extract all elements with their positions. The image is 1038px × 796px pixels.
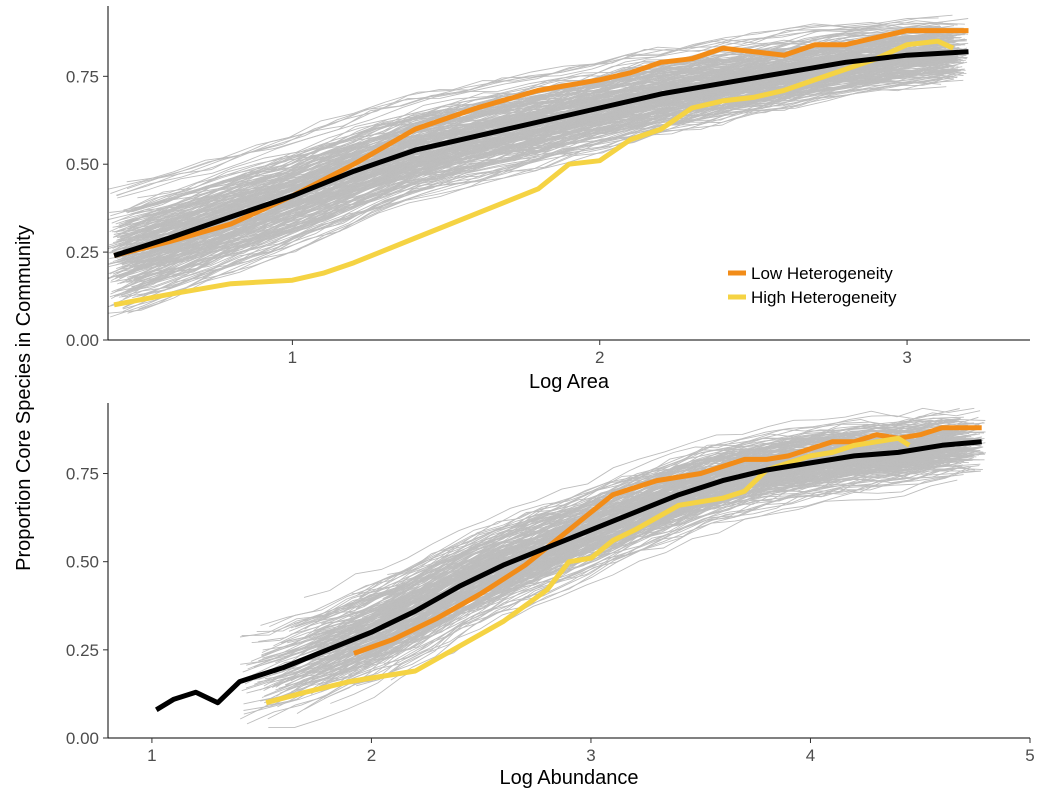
simulated-line (358, 463, 951, 667)
high-heterogeneity-line (265, 435, 911, 706)
simulated-line (267, 470, 982, 720)
legend: Low Heterogeneity High Heterogeneity (728, 264, 897, 307)
simulated-line (118, 38, 954, 228)
mean-line (155, 439, 982, 712)
shared-y-axis-title: Proportion Core Species in Community (13, 225, 35, 571)
high-heterogeneity-line (113, 38, 955, 308)
simulated-line (320, 460, 950, 693)
mean-line (113, 49, 969, 258)
y-tick-label: 0.25 (66, 243, 99, 262)
simulated-line (134, 26, 963, 209)
simulated-line (297, 444, 973, 672)
simulated-line (116, 25, 941, 196)
simulated-line (268, 479, 958, 728)
x-axis-title-area: Log Area (529, 371, 610, 393)
x-tick-label: 5 (1025, 746, 1034, 765)
series-lines-abundance (155, 425, 982, 712)
series-lines-area (113, 28, 969, 308)
y-tick-label: 0.50 (66, 155, 99, 174)
simulated-line (117, 21, 944, 199)
simulated-line (356, 418, 955, 597)
simulated-line (345, 450, 971, 653)
simulated-line (129, 75, 953, 292)
simulated-line (127, 39, 967, 232)
simulated-line (114, 75, 953, 297)
x-axis-title-abundance: Log Abundance (499, 767, 638, 789)
x-tick-label: 1 (147, 746, 156, 765)
simulated-line (118, 77, 943, 298)
simulated-line (122, 71, 964, 310)
panel-abundance: 1 2 3 4 5 0.00 0.25 0.50 0.75 Log Abundance (66, 403, 1035, 789)
x-tick-label: 4 (806, 746, 815, 765)
simulated-line (263, 455, 946, 687)
simulated-line (118, 54, 957, 270)
simulated-line (337, 463, 962, 670)
legend-label: Low Heterogeneity (751, 264, 893, 283)
simulated-line (357, 416, 964, 591)
simulated-line (137, 27, 964, 199)
simulated-line (387, 408, 960, 576)
simulated-line (118, 42, 952, 225)
low-heterogeneity-line (353, 425, 982, 656)
simulated-line (135, 58, 942, 259)
simulated-line (345, 420, 943, 611)
y-tick-label: 0.00 (66, 729, 99, 748)
simulated-line (131, 61, 968, 288)
simulated-line (123, 66, 950, 300)
x-tick-label: 2 (595, 348, 604, 367)
x-tick-label: 3 (902, 348, 911, 367)
y-tick-label: 0.75 (66, 465, 99, 484)
simulated-line (330, 476, 950, 704)
x-tick-label: 1 (288, 348, 297, 367)
simulated-line (330, 457, 974, 672)
simulated-line (108, 70, 952, 308)
simulated-line (243, 465, 980, 715)
simulated-line (359, 416, 979, 598)
simulated-line (120, 47, 948, 238)
y-tick-label: 0.50 (66, 553, 99, 572)
simulated-line (129, 31, 969, 224)
y-tick-label: 0.25 (66, 641, 99, 660)
x-tick-label: 3 (586, 746, 595, 765)
x-tick-label: 2 (367, 746, 376, 765)
simulated-line (120, 66, 963, 297)
axes-abundance: 1 2 3 4 5 0.00 0.25 0.50 0.75 (66, 403, 1035, 765)
simulated-line (116, 22, 958, 197)
simulated-line (131, 61, 962, 273)
simulated-line (127, 35, 940, 228)
simulated-line (356, 474, 964, 687)
panel-area: 1 2 3 0.00 0.25 0.50 0.75 Low Heterogeneity Hig… (66, 6, 1030, 393)
simulated-line (243, 452, 959, 705)
simulated-line (303, 407, 975, 598)
simulated-line (373, 468, 954, 661)
simulated-line (258, 421, 958, 642)
legend-label: High Heterogeneity (751, 288, 897, 307)
y-tick-label: 0.75 (66, 67, 99, 86)
simulated-line (302, 441, 979, 649)
axes-area: 1 2 3 0.00 0.25 0.50 0.75 (66, 6, 1030, 367)
simulated-line (303, 468, 971, 710)
simulated-line (108, 20, 949, 190)
simulated-line (110, 79, 964, 318)
simulated-line (134, 34, 949, 225)
simulated-line (122, 62, 950, 293)
y-tick-label: 0.00 (66, 331, 99, 350)
